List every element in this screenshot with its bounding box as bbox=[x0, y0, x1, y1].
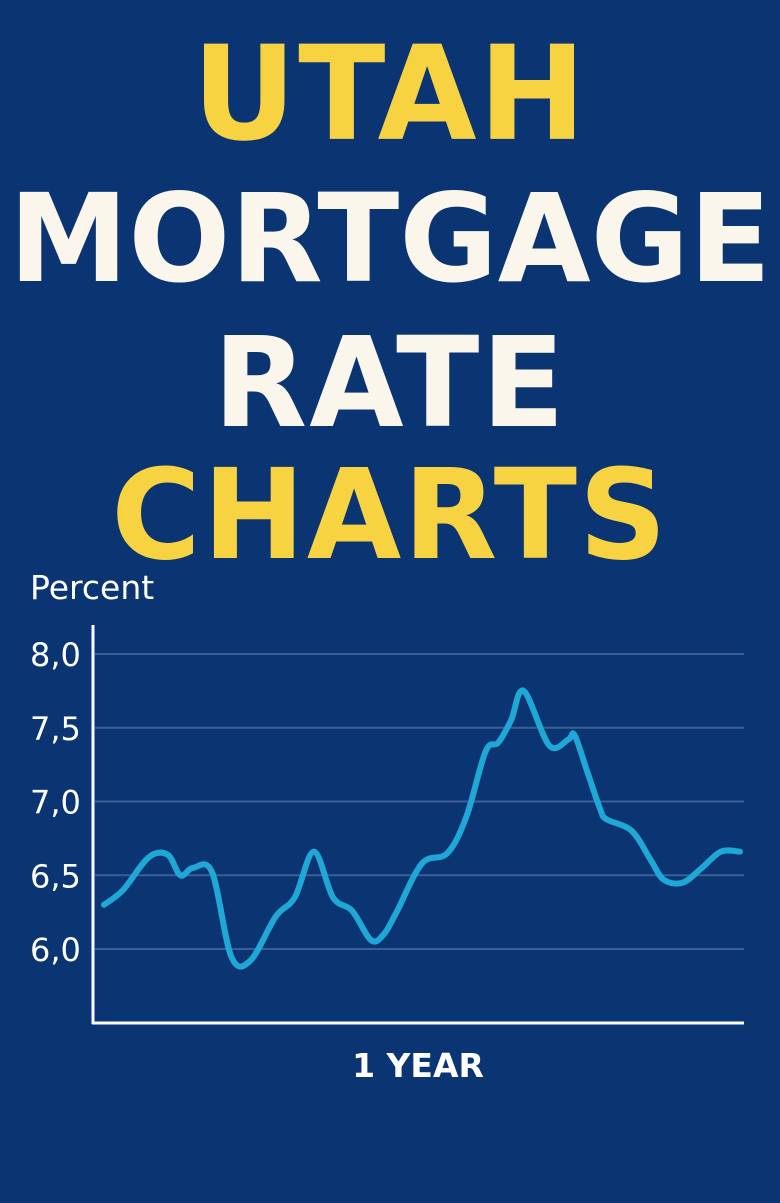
y-axis-label: Percent bbox=[30, 568, 155, 607]
title-line-utah: UTAH bbox=[192, 18, 588, 171]
y-tick-label: 6,0 bbox=[30, 931, 81, 969]
title-line-charts: CHARTS bbox=[111, 442, 669, 588]
y-tick-label: 8,0 bbox=[30, 636, 81, 674]
title-line-mortgage: MORTGAGE bbox=[8, 168, 772, 311]
y-tick-label: 6,5 bbox=[30, 857, 81, 895]
y-tick-labels: 6,0 6,5 7,0 7,5 8,0 bbox=[30, 636, 81, 969]
y-tick-label: 7,0 bbox=[30, 784, 81, 822]
series-line bbox=[101, 687, 743, 970]
grid-lines bbox=[95, 653, 744, 950]
x-axis-label: 1 YEAR bbox=[352, 1046, 484, 1085]
y-tick-label: 7,5 bbox=[30, 710, 81, 748]
title-line-rate: RATE bbox=[213, 310, 567, 456]
